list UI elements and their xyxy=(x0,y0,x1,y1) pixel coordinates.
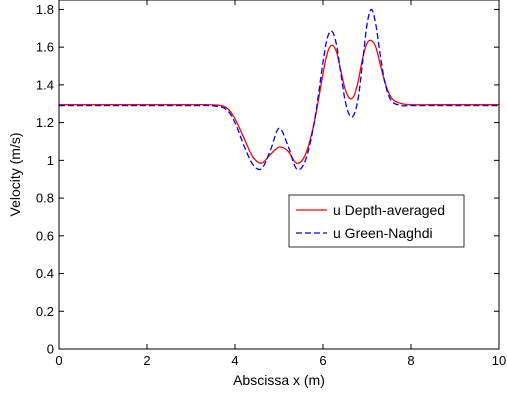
y-tick-label: 0.4 xyxy=(36,266,54,281)
y-tick-label: 0 xyxy=(47,342,54,357)
legend-box xyxy=(288,194,465,248)
legend-label-depth-averaged: u Depth-averaged xyxy=(333,202,445,218)
x-tick-label: 2 xyxy=(143,353,150,368)
series-line-u-depth-averaged xyxy=(59,39,499,164)
axis-layer: 0 2 4 6 8 10 0 0.2 0.4 0.6 0.8 1 1.2 1.4 1.6 1.8 xyxy=(36,0,506,368)
y-tick-label: 1.6 xyxy=(36,40,54,55)
x-axis-label: Abscissa x (m) xyxy=(233,372,325,388)
y-tick-label: 0.2 xyxy=(36,304,54,319)
x-tick-label: 4 xyxy=(231,353,238,368)
y-tick-label: 1.8 xyxy=(36,2,54,17)
legend: u Depth-averaged u Green-Naghdi xyxy=(288,194,465,248)
plot-area xyxy=(59,0,499,349)
plot-frame xyxy=(58,0,500,350)
y-tick-label: 0.6 xyxy=(36,228,54,243)
x-tick-label: 0 xyxy=(55,353,62,368)
y-tick-label: 1 xyxy=(47,153,54,168)
y-tick-label: 1.2 xyxy=(36,115,54,130)
series-layer xyxy=(58,8,499,171)
legend-label-green-naghdi: u Green-Naghdi xyxy=(333,225,433,241)
x-tick-label: 8 xyxy=(407,353,414,368)
series-line-u-green-naghdi xyxy=(58,8,499,171)
x-tick-label: 6 xyxy=(319,353,326,368)
x-tick-label: 10 xyxy=(492,353,506,368)
y-tick-label: 0.8 xyxy=(36,191,54,206)
y-tick-label: 1.4 xyxy=(36,77,54,92)
y-axis-label: Velocity (m/s) xyxy=(7,132,23,216)
